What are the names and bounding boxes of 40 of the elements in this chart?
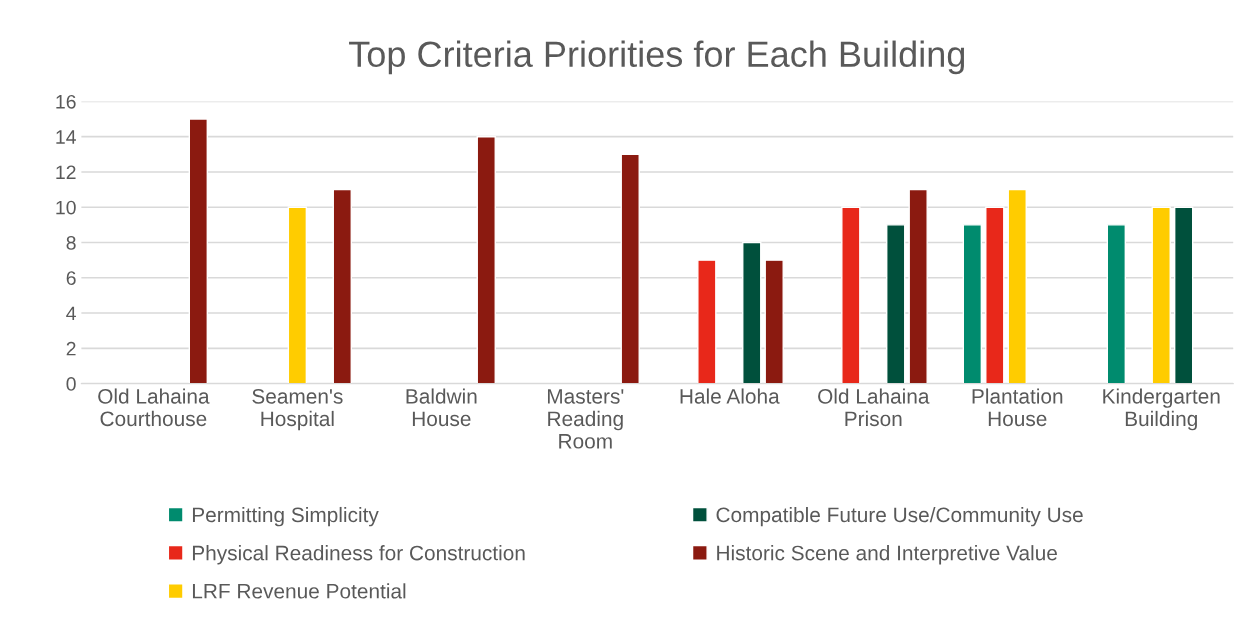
bar [841, 206, 861, 384]
x-tick-label: Plantation House [972, 388, 1063, 427]
bar [1007, 188, 1027, 384]
y-tick-label: 8 [66, 235, 76, 250]
x-tick-label: Masters' Reading Room [547, 389, 624, 449]
legend-label: Historic Scene and Interpretive Value [717, 545, 1057, 565]
bar [1173, 206, 1194, 384]
bar [188, 118, 208, 384]
bar [332, 188, 352, 384]
y-tick-label: 6 [66, 271, 76, 286]
y-tick-label: 12 [56, 165, 76, 180]
y-tick-label: 10 [56, 200, 76, 215]
x-tick-label: Kindergarten Building [1103, 388, 1220, 431]
legend-label: Physical Readiness for Construction [192, 545, 525, 565]
bar [742, 241, 762, 384]
chart-title: Top Criteria Priorities for Each Building [349, 40, 965, 75]
bar [886, 224, 906, 384]
legend-label: Compatible Future Use/Community Use [716, 506, 1083, 527]
legend-label: Permitting Simplicity [192, 506, 379, 527]
legend-label: LRF Revenue Potential [192, 583, 406, 599]
y-tick-label: 16 [56, 94, 76, 109]
x-tick-label: Old Lahaina Prison [818, 388, 930, 427]
x-tick-label: Old Lahaina Courthouse [98, 388, 210, 427]
bar [697, 259, 717, 384]
y-tick-label: 14 [56, 130, 76, 144]
bar [764, 259, 784, 384]
x-tick-label: Baldwin House [406, 388, 477, 427]
y-tick-label: 0 [66, 377, 76, 391]
bar [476, 136, 496, 384]
bar [620, 153, 640, 384]
bar [1106, 224, 1127, 384]
bar [985, 206, 1005, 384]
y-tick-label: 2 [66, 341, 76, 356]
bar [962, 224, 983, 384]
bar [1151, 206, 1171, 384]
bar [287, 206, 308, 384]
x-tick-label: Seamen's Hospital [252, 388, 343, 431]
x-tick-label: Hale Aloha [680, 388, 780, 404]
y-tick-label: 4 [66, 306, 76, 321]
bar [908, 188, 928, 384]
